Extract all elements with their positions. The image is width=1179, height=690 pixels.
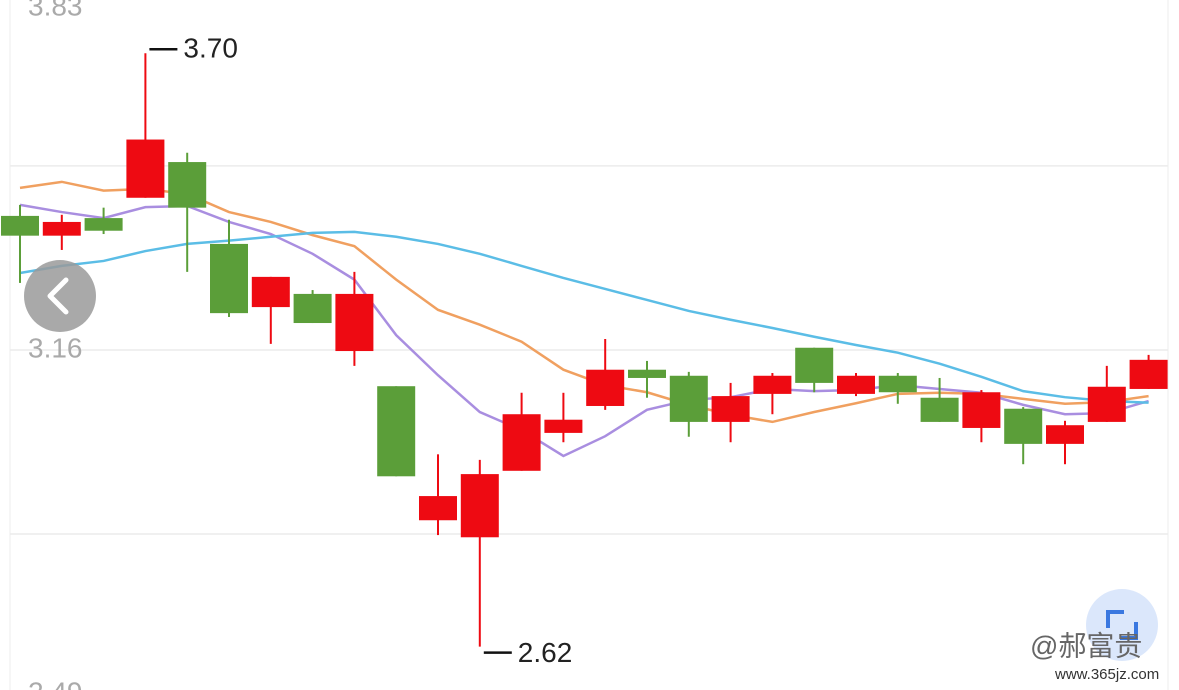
- candle-body: [586, 369, 625, 406]
- expand-button[interactable]: [1086, 589, 1158, 661]
- candle-body: [878, 375, 917, 393]
- candle-body: [1046, 425, 1084, 444]
- candle-body: [795, 347, 834, 383]
- candle-body: [837, 375, 875, 394]
- candle-body: [126, 139, 165, 198]
- candle-body: [1, 215, 39, 236]
- ma-line: [19, 230, 1149, 404]
- min-label: 2.62: [518, 637, 573, 668]
- watermark-handle: @郝富贵: [1030, 630, 1142, 661]
- candle-body: [377, 386, 416, 477]
- candle-body: [460, 474, 499, 538]
- candle-body: [293, 293, 332, 324]
- candle-body: [628, 369, 666, 378]
- y-tick-label: 3.83: [28, 0, 83, 21]
- y-tick-label: 3.16: [28, 332, 83, 363]
- back-circle[interactable]: [24, 260, 96, 332]
- candle-body: [920, 397, 959, 422]
- candle-body: [962, 392, 1001, 428]
- candle-body: [335, 293, 374, 352]
- candle-body: [419, 496, 457, 521]
- watermark-site: www.365jz.com: [1054, 666, 1159, 683]
- max-label: 3.70: [183, 33, 238, 64]
- candle-body: [544, 419, 583, 433]
- candle-body: [84, 218, 123, 231]
- back-button[interactable]: [24, 260, 96, 332]
- candle-body: [42, 221, 81, 236]
- candle-body: [251, 276, 290, 308]
- ma-line: [19, 180, 1149, 424]
- candle-body: [753, 375, 792, 394]
- expand-icon[interactable]: [1106, 610, 1138, 640]
- candle-body: [1087, 386, 1126, 422]
- candle-body: [669, 375, 708, 422]
- candle-body: [168, 162, 207, 208]
- candle-body: [711, 396, 750, 422]
- expand-circle[interactable]: [1086, 589, 1158, 661]
- candle-body: [1129, 359, 1168, 389]
- ma-line: [19, 203, 1149, 458]
- back-arrow[interactable]: [47, 277, 69, 315]
- candle-body: [1004, 408, 1043, 444]
- candle-body: [502, 414, 541, 471]
- candle-body: [210, 243, 248, 314]
- y-tick-label: 2.49: [28, 676, 83, 690]
